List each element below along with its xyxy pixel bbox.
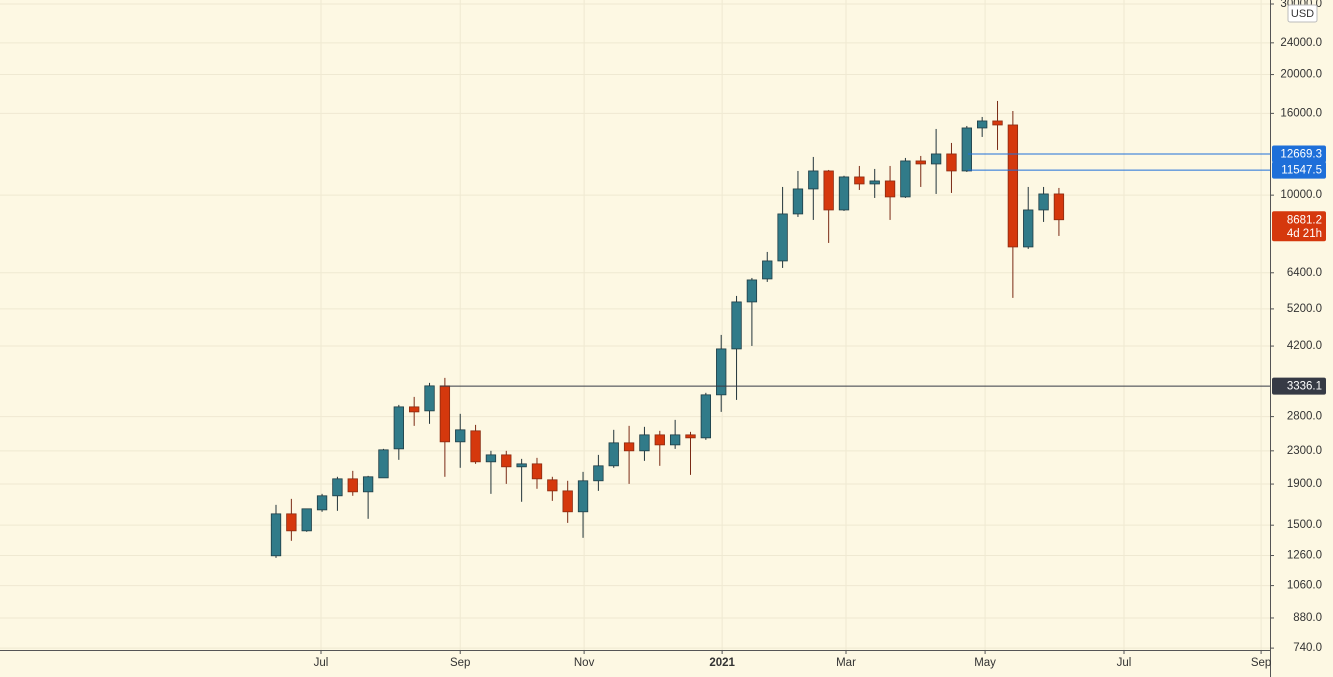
y-tick-label: 880.0: [1293, 612, 1322, 624]
candle-body: [393, 406, 404, 450]
price-label: 3336.1: [1287, 381, 1322, 393]
x-tick-label: Sep: [1251, 657, 1271, 669]
y-tick-label: 24000.0: [1280, 37, 1322, 49]
candle-body: [961, 127, 972, 172]
y-tick-label: 10000.0: [1280, 189, 1322, 201]
candle-body: [362, 476, 374, 493]
price-label: 12669.3: [1280, 149, 1322, 161]
x-tick-label: May: [974, 657, 996, 669]
candle-body: [792, 188, 804, 215]
candle-body: [593, 465, 604, 482]
candle-body: [685, 434, 696, 439]
candle-body: [946, 153, 957, 172]
y-tick-label: 1900.0: [1287, 478, 1322, 490]
candle-body: [669, 434, 681, 446]
y-tick-label: 2300.0: [1287, 445, 1322, 457]
candle-body: [439, 385, 451, 443]
candle-body: [654, 434, 665, 446]
candle-body: [547, 479, 558, 492]
y-tick-label: 740.0: [1293, 642, 1322, 654]
candle-body: [347, 478, 358, 493]
candle-body: [623, 442, 635, 452]
x-tick-label: Nov: [574, 657, 595, 669]
candle-body: [608, 442, 619, 467]
candle-body: [854, 176, 865, 185]
x-tick-label: Sep: [450, 657, 470, 669]
candle-body: [332, 478, 343, 497]
price-label-box: [1272, 211, 1326, 242]
candle-body: [455, 429, 466, 443]
y-tick-label: 1060.0: [1287, 580, 1322, 592]
candle-body: [562, 490, 573, 513]
candle-body: [777, 213, 788, 262]
y-tick-label: 2800.0: [1287, 411, 1322, 423]
candle-body: [808, 170, 819, 190]
y-tick-label: 20000.0: [1280, 69, 1322, 81]
candle-body: [746, 279, 758, 303]
y-tick-label: 1500.0: [1287, 519, 1322, 531]
y-tick-label: 4200.0: [1287, 340, 1322, 352]
candle-body: [270, 513, 282, 557]
candle-body: [531, 463, 543, 480]
countdown-label: 4d 21h: [1287, 228, 1322, 240]
candle-body: [1023, 209, 1034, 248]
price-label: 11547.5: [1281, 165, 1322, 177]
candle-body: [470, 430, 481, 463]
candle-body: [900, 160, 911, 198]
candle-body: [915, 160, 926, 165]
candle-body: [823, 170, 834, 211]
price-label-box: [1272, 145, 1326, 163]
currency-label: USD: [1291, 8, 1314, 20]
y-tick-label: 16000.0: [1280, 107, 1322, 119]
candle-body: [577, 480, 589, 513]
candle-body: [884, 180, 896, 198]
candle-body: [700, 394, 712, 439]
candle-body: [378, 449, 389, 479]
x-tick-label: 2021: [709, 657, 735, 669]
y-tick-label: 1260.0: [1287, 550, 1322, 562]
candle-body: [1038, 193, 1049, 211]
candle-body: [286, 513, 297, 532]
candle-body: [731, 301, 742, 350]
price-label-box: [1272, 161, 1326, 179]
candle-body: [838, 176, 850, 211]
candle-body: [316, 495, 328, 511]
y-tick-label: 5200.0: [1287, 303, 1322, 315]
x-tick-label: Jul: [1117, 657, 1132, 669]
candle-body: [516, 463, 527, 468]
currency-box: [1287, 4, 1318, 23]
price-label: 8681.2: [1287, 214, 1322, 226]
candle-body: [501, 454, 512, 468]
price-label-box: [1272, 377, 1326, 395]
candle-body: [762, 260, 773, 280]
x-tick-label: Jul: [314, 657, 329, 669]
candle-body: [716, 348, 727, 396]
x-tick-label: Mar: [836, 657, 856, 669]
candle-body: [1053, 193, 1065, 221]
candle-body: [409, 406, 420, 413]
plot-area: [270, 100, 1270, 558]
candle-body: [485, 454, 497, 463]
candle-body: [424, 385, 435, 412]
candle-body: [869, 180, 880, 185]
axes: 740.0 880.0 1060.0 1260.0 1500.0 1900.0 2300.0…: [314, 0, 1326, 669]
y-tick-label: 6400.0: [1287, 267, 1322, 279]
candle-body: [992, 120, 1003, 126]
candle-body: [977, 120, 988, 129]
candle-body: [639, 434, 650, 452]
candle-body: [1007, 124, 1019, 248]
candle-body: [930, 153, 942, 165]
candle-body: [301, 508, 312, 532]
grid: [0, 0, 1270, 650]
